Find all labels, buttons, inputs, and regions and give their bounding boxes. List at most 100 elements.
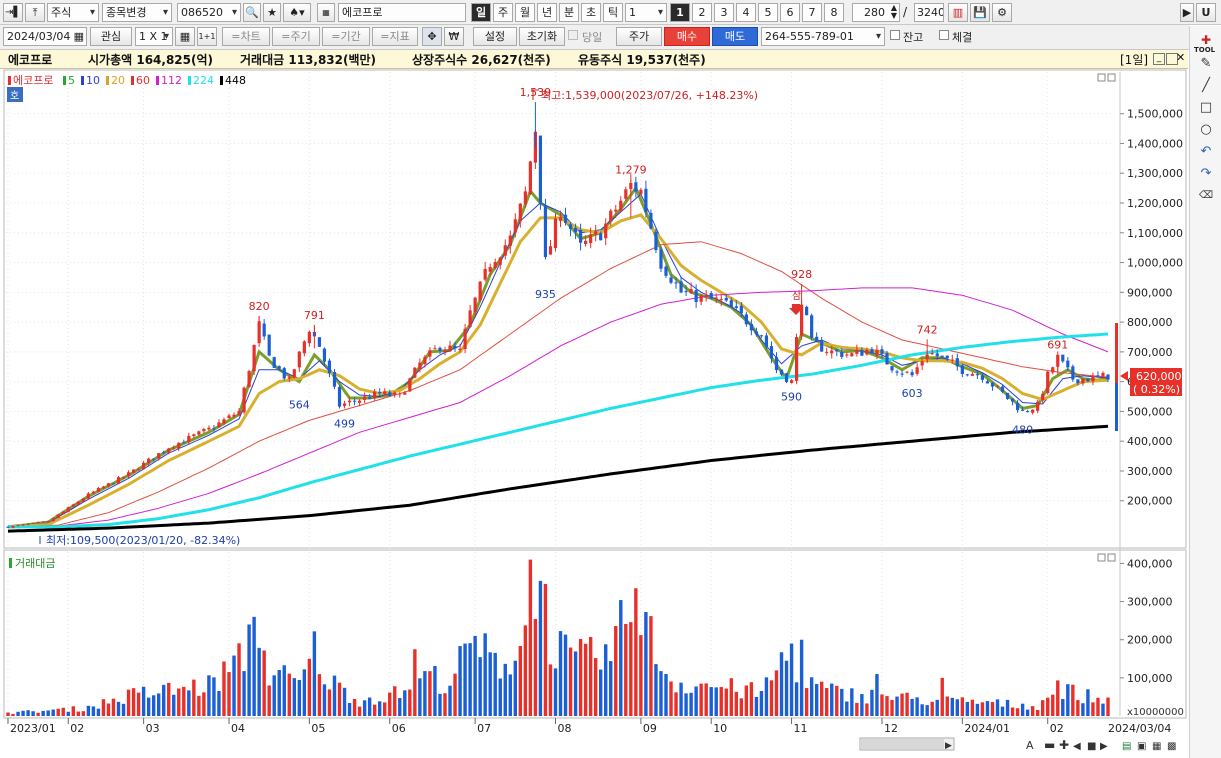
tool-icon[interactable]: ✚ [1200, 33, 1212, 47]
grid-layout-icon[interactable]: ▦ [175, 27, 195, 46]
page-button-1[interactable]: 1 [670, 3, 690, 22]
step-right-icon[interactable]: ▶ [1100, 741, 1108, 752]
interest-button[interactable]: 관심 [90, 27, 132, 46]
layout-select[interactable]: 1 X 1 [135, 27, 173, 46]
close-icon[interactable]: ✕ [1176, 51, 1186, 64]
chart-area[interactable]: 1,500,000 1,400,000 1,300,000 1,200,000 1,10… [0, 68, 1188, 758]
volume-bar [167, 682, 171, 716]
star-icon[interactable]: ★ [263, 3, 281, 22]
candle-body [106, 483, 111, 487]
buy-button[interactable]: 매수 [664, 27, 710, 46]
excel-icon[interactable]: ▤ [1122, 741, 1131, 752]
gear-icon[interactable]: ⚙ [992, 3, 1012, 22]
line-icon[interactable]: ╱ [1202, 78, 1210, 93]
period-minute[interactable]: 분 [559, 3, 579, 22]
maximize-icon[interactable] [1166, 53, 1178, 65]
volume-bar [86, 705, 91, 716]
sell-button[interactable]: 매도 [712, 27, 758, 46]
step-left-icon[interactable]: ◀ [1073, 741, 1081, 752]
volume-bar [352, 699, 357, 716]
calendar-icon[interactable]: ▦ [73, 30, 84, 43]
spin-icon[interactable]: ▲ ▼ [890, 3, 897, 20]
page-button-4[interactable]: 4 [736, 3, 756, 22]
volume-bar [910, 698, 914, 716]
won-button[interactable]: ₩ [444, 27, 464, 46]
volume-bar [96, 708, 101, 716]
volume-bar [388, 692, 392, 716]
period-tick[interactable]: 틱 [603, 3, 623, 22]
chart-button[interactable]: =차트 [222, 27, 270, 46]
stock-code-input[interactable]: 086520 [177, 3, 241, 22]
total-count-value: 3240 [917, 6, 944, 19]
candle-body [91, 491, 95, 494]
stock-info-bar: 에코프로 시가총액 164,825(억) 거래대금 113,832(백만) 상장… [0, 50, 1188, 69]
u-button[interactable]: U [1196, 3, 1216, 22]
page-button-6[interactable]: 6 [780, 3, 800, 22]
save-chart-icon[interactable]: ▣ [1137, 741, 1146, 752]
settings-button[interactable]: 설정 [473, 27, 517, 46]
panel-collapse-icon[interactable] [1097, 73, 1106, 82]
spade-icon[interactable]: ♠▾ [283, 3, 311, 22]
range-button[interactable]: =기간 [322, 27, 370, 46]
period-day[interactable]: 일 [471, 3, 491, 22]
candle-body [302, 341, 306, 354]
page-button-8[interactable]: 8 [824, 3, 844, 22]
candle-body [493, 262, 497, 269]
circle-icon[interactable]: ○ [1200, 122, 1212, 137]
reset-button[interactable]: 초기화 [519, 27, 565, 46]
period-year[interactable]: 년 [537, 3, 557, 22]
grid-code-icon[interactable]: ▦ [317, 3, 335, 22]
candle-body [589, 234, 593, 244]
page-button-7[interactable]: 7 [802, 3, 822, 22]
move-top-icon[interactable]: ⤒ [25, 3, 45, 22]
today-checkbox[interactable] [568, 30, 578, 40]
prev-panel-icon[interactable]: ▶ [1180, 3, 1194, 22]
market-select[interactable]: 주식 [47, 3, 99, 22]
stock-name-field[interactable]: 에코프로 [338, 3, 466, 22]
pencil-icon[interactable]: ✎ [1200, 56, 1212, 71]
one-plus-one-icon[interactable]: 1+1 [197, 27, 217, 46]
balance-checkbox[interactable] [890, 30, 900, 40]
print-icon[interactable]: ▦ [1152, 741, 1161, 752]
page-button-5[interactable]: 5 [758, 3, 778, 22]
volume-bar [749, 682, 754, 716]
volume-bar [267, 685, 271, 716]
price-button[interactable]: 주가 [616, 27, 662, 46]
stop-icon[interactable]: ■ [1087, 741, 1096, 752]
change-stock-select[interactable]: 종목변경 [102, 3, 172, 22]
undo-icon[interactable]: ↶ [1200, 144, 1212, 159]
pin-button[interactable]: ⇥▌ [3, 3, 23, 22]
scrollbar-thumb[interactable] [860, 739, 944, 749]
period-month[interactable]: 월 [515, 3, 535, 22]
date-input[interactable]: 2024/03/04 ▦ [3, 27, 87, 46]
image-icon[interactable]: ▩ [1167, 741, 1176, 752]
bars-icon[interactable]: ▥ [948, 3, 968, 22]
minimize-icon[interactable]: _ [1153, 53, 1165, 65]
period-second[interactable]: 초 [581, 3, 601, 22]
page-button-2[interactable]: 2 [692, 3, 712, 22]
eraser-all-icon[interactable]: ⌫ [1198, 190, 1214, 201]
save-icon[interactable]: 💾 [970, 3, 990, 22]
redo-icon[interactable]: ↷ [1200, 166, 1212, 181]
zoom-minus-icon[interactable]: ▬ [1044, 738, 1055, 752]
rectangle-icon[interactable]: □ [1199, 100, 1213, 115]
crosshair-icon[interactable]: ✥ [422, 27, 442, 46]
filled-checkbox[interactable] [939, 30, 949, 40]
volume-bar [172, 694, 176, 716]
scroll-right-icon[interactable]: ▶ [945, 741, 952, 751]
page-button-3[interactable]: 3 [714, 3, 734, 22]
volume-collapse-icon[interactable] [1097, 553, 1106, 562]
volume-bar [814, 684, 819, 716]
period-count-select[interactable]: 1 [625, 3, 667, 22]
search-icon[interactable]: 🔍 [243, 3, 261, 22]
cycle-button[interactable]: =주기 [272, 27, 320, 46]
view-count-input[interactable]: 280 ▲ ▼ [852, 3, 900, 22]
account-select[interactable]: 264-555-789-01 [761, 27, 885, 46]
panel-close-icon[interactable] [1107, 73, 1116, 82]
indicator-button[interactable]: =지표 [372, 27, 418, 46]
zoom-plus-icon[interactable]: ✚ [1059, 738, 1069, 752]
zoom-in-icon[interactable]: A [1026, 739, 1034, 752]
layout-value: 1 X 1 [139, 30, 168, 43]
volume-close-icon[interactable] [1107, 553, 1116, 562]
period-week[interactable]: 주 [493, 3, 513, 22]
